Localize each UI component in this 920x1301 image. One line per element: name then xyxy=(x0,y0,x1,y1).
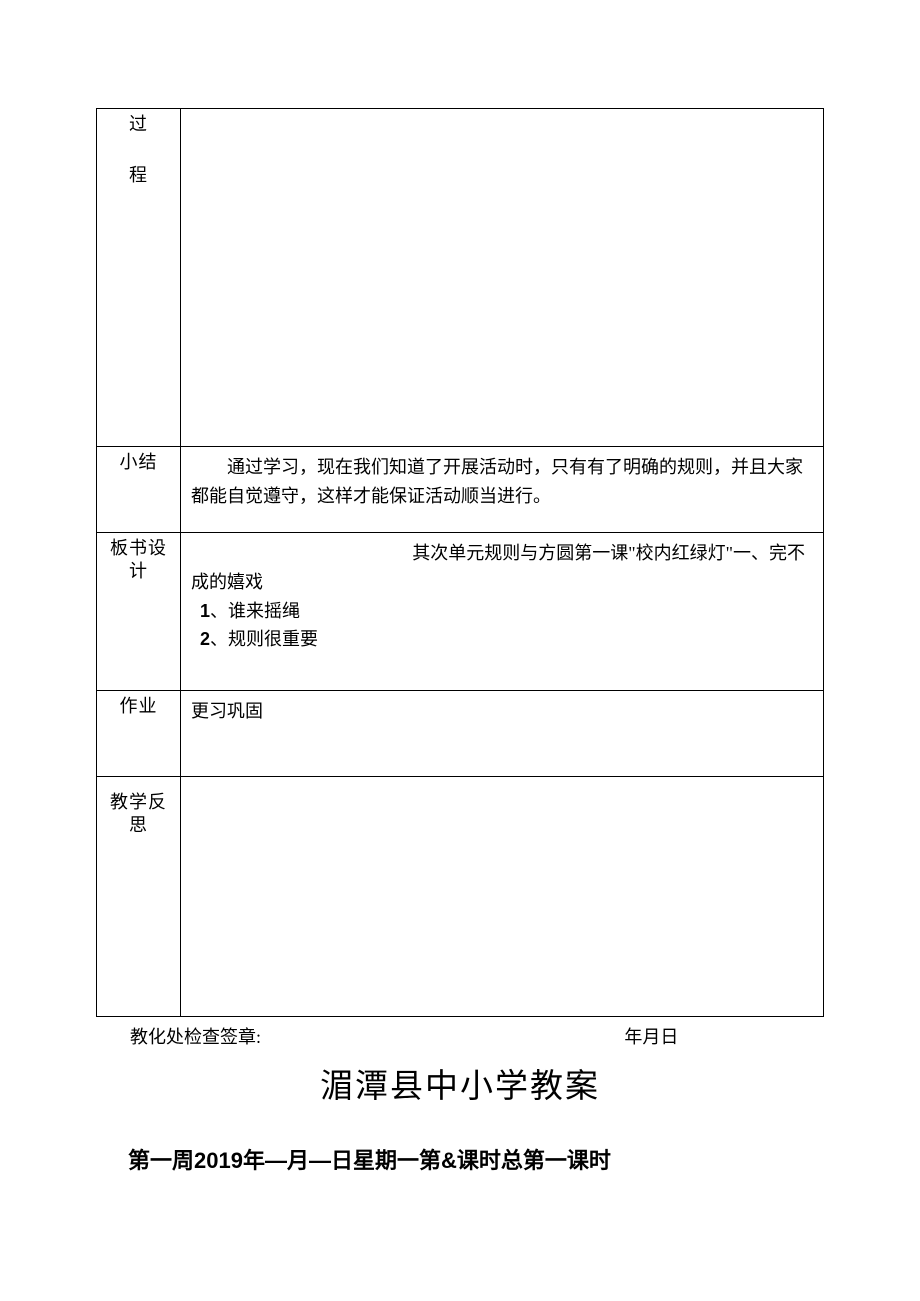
board-text-4: 、规则很重要 xyxy=(210,629,318,649)
board-num-1: 1 xyxy=(200,601,210,621)
row-board: 板书设计 其次单元规则与方圆第一课"校内红绿灯"一、完不 成的嬉戏 1、谁来摇绳… xyxy=(97,533,824,691)
board-line-4: 2、规则很重要 xyxy=(191,625,813,654)
board-label: 板书设计 xyxy=(97,533,181,691)
summary-label: 小结 xyxy=(97,447,181,533)
row-process: 过 程 xyxy=(97,109,824,447)
homework-content: 更习巩固 xyxy=(181,691,824,777)
page-title: 湄潭县中小学教案 xyxy=(96,1059,824,1107)
board-content: 其次单元规则与方圆第一课"校内红绿灯"一、完不 成的嬉戏 1、谁来摇绳 2、规则… xyxy=(181,533,824,691)
signature-right: 年月日 xyxy=(624,1023,678,1049)
process-char-1: 过 xyxy=(101,113,176,136)
reflection-content xyxy=(181,777,824,1017)
row-reflection: 教学反思 xyxy=(97,777,824,1017)
week-mid: 年—月—日星期一第&课时总第一课时 xyxy=(243,1148,611,1173)
board-num-2: 2 xyxy=(200,629,210,649)
week-year: 2019 xyxy=(194,1148,243,1173)
row-summary: 小结 通过学习，现在我们知道了开展活动时，只有有了明确的规则，并且大家都能自觉遵… xyxy=(97,447,824,533)
signature-line: 教化处检查签章: 年月日 xyxy=(96,1017,678,1049)
week-prefix: 第一周 xyxy=(128,1148,194,1173)
homework-label: 作业 xyxy=(97,691,181,777)
week-line: 第一周2019年—月—日星期一第&课时总第一课时 xyxy=(118,1143,824,1175)
board-line-1: 其次单元规则与方圆第一课"校内红绿灯"一、完不 xyxy=(191,539,813,568)
lesson-plan-table: 过 程 小结 通过学习，现在我们知道了开展活动时，只有有了明确的规则，并且大家都… xyxy=(96,108,824,1017)
process-char-2: 程 xyxy=(101,164,176,187)
board-line-2: 成的嬉戏 xyxy=(191,568,813,597)
board-text-3: 、谁来摇绳 xyxy=(210,601,300,621)
board-line-3: 1、谁来摇绳 xyxy=(191,597,813,626)
reflection-label: 教学反思 xyxy=(97,777,181,1017)
process-content xyxy=(181,109,824,447)
summary-content: 通过学习，现在我们知道了开展活动时，只有有了明确的规则，并且大家都能自觉遵守，这… xyxy=(181,447,824,533)
row-homework: 作业 更习巩固 xyxy=(97,691,824,777)
summary-text: 通过学习，现在我们知道了开展活动时，只有有了明确的规则，并且大家都能自觉遵守，这… xyxy=(191,453,813,511)
signature-left: 教化处检查签章: xyxy=(130,1023,261,1049)
process-label: 过 程 xyxy=(97,109,181,447)
